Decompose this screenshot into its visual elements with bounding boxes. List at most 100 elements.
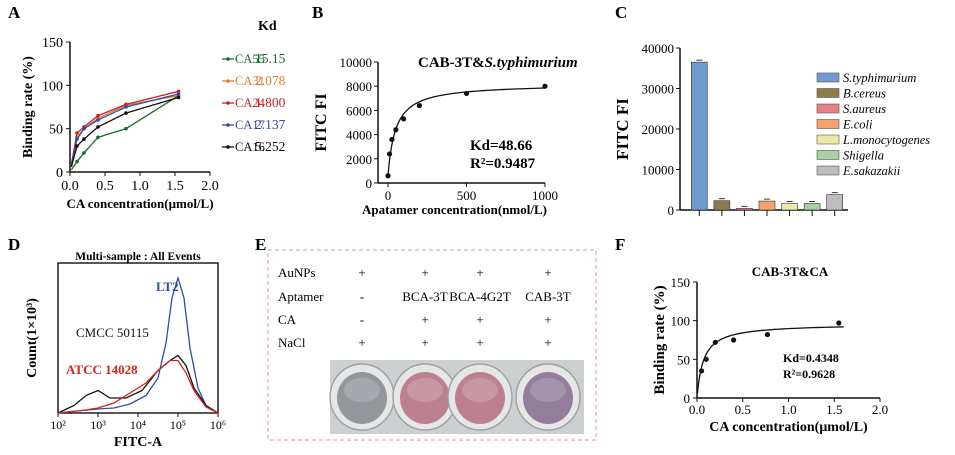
panel-label-f: F	[615, 235, 625, 254]
panel-label-e: E	[255, 235, 266, 254]
cell-value: +	[544, 335, 551, 350]
x-tick-label: 10⁶	[210, 418, 226, 432]
legend-title: Kd	[258, 19, 277, 34]
cell-value: +	[476, 312, 483, 327]
data-point	[75, 144, 79, 148]
panel-label-b: B	[312, 3, 323, 22]
histogram-line-lt2	[57, 275, 219, 414]
data-point	[176, 89, 181, 94]
cell-value: +	[358, 265, 365, 280]
legend-label: B.cereus	[843, 87, 886, 101]
data-point	[124, 126, 128, 131]
legend-kd-value: 15.15	[255, 51, 286, 66]
x-tick-label: 10²	[50, 418, 66, 432]
data-point	[703, 356, 709, 362]
y-tick-label: 40000	[642, 41, 675, 56]
well-solution	[523, 372, 573, 424]
legend-series-name: CA24	[235, 96, 266, 110]
data-point	[386, 151, 393, 157]
y-tick-label: 8000	[346, 79, 372, 94]
legend-kd-value: 1.800	[255, 95, 286, 110]
well-highlight	[344, 378, 380, 402]
bar-shigella	[803, 203, 821, 211]
data-point	[385, 173, 391, 179]
cell-value: -	[360, 289, 364, 304]
bar-lmonocytogenes	[781, 203, 798, 211]
x-tick-label: 1000	[532, 188, 558, 203]
legend-label: E.coli	[842, 118, 873, 132]
y-tick-label: 2000	[346, 152, 372, 167]
data-point	[75, 137, 79, 141]
cell-value: CAB-3T	[525, 289, 571, 304]
series-label-atcc: ATCC 14028	[66, 362, 138, 377]
panel-a: 0 50 100 150 0.0 0.5 1.0 1.5 2.0 CA concentration…	[21, 19, 286, 211]
y-tick-label: 0	[366, 176, 373, 191]
legend-label: S.aureus	[843, 102, 886, 116]
y-axis-label: FITC FI	[613, 98, 632, 160]
data-point	[416, 102, 422, 109]
legend-swatch	[816, 134, 840, 145]
panel-label-d: D	[8, 235, 20, 254]
y-axis-label: Count(1×10³)	[25, 298, 40, 378]
row-label: CA	[278, 312, 297, 327]
legend-label: E.sakazakii	[842, 164, 901, 178]
histogram-line-atcc-14028	[57, 359, 219, 414]
x-tick-label: 0.0	[689, 402, 705, 417]
y-axis-label: FITC FI	[313, 93, 330, 151]
legend-kd-value: 2.078	[255, 73, 286, 88]
data-point	[731, 337, 737, 343]
data-point	[124, 102, 128, 107]
cell-value: +	[476, 335, 483, 350]
data-point	[124, 111, 128, 115]
y-tick-label: 50	[49, 123, 63, 138]
panel-f: 0 50 100 150 0.0 0.5 1.0 1.5 2.0 CA concentration…	[652, 264, 888, 435]
well-solution	[400, 372, 450, 424]
kd-annotation: Kd=0.4348	[783, 351, 839, 365]
x-tick-label: 1.5	[166, 179, 184, 194]
legend-swatch	[816, 72, 840, 83]
data-point	[96, 118, 100, 122]
series-label-lt2: LT2	[156, 279, 179, 294]
fit-curve	[387, 87, 546, 176]
row-label: AuNPs	[278, 265, 316, 280]
data-point	[82, 126, 86, 131]
panel-c: 0 10000 20000 30000 40000 FITC FI S.typhimuriu…	[613, 41, 930, 218]
y-tick-label: 150	[42, 36, 63, 51]
legend-label: L.monocytogenes	[842, 133, 930, 147]
x-tick-label: 10⁵	[170, 418, 186, 432]
cell-value: +	[421, 265, 428, 280]
legend-marker	[226, 123, 230, 127]
y-axis-label: Binding rate (%)	[21, 56, 36, 158]
data-point	[698, 368, 705, 374]
row-label: NaCl	[278, 335, 306, 350]
legend-marker	[226, 145, 230, 149]
y-tick-label: 0	[56, 166, 63, 181]
legend-swatch	[816, 150, 840, 160]
cell-value: +	[544, 312, 551, 327]
x-tick-label: 1.0	[131, 179, 149, 194]
data-point	[712, 339, 718, 345]
well-highlight	[462, 378, 498, 402]
data-point	[836, 320, 842, 326]
bar-esakazakii	[826, 194, 844, 211]
cell-value: -	[360, 312, 364, 327]
cell-value: BCA-4G2T	[449, 289, 510, 304]
legend-swatch	[816, 103, 840, 114]
well-highlight	[407, 378, 443, 402]
r2-annotation: R²=0.9487	[470, 156, 536, 172]
chart-title-organism: S.typhimurium	[485, 55, 578, 71]
x-tick-label: 500	[457, 188, 477, 203]
panel-label-c: C	[615, 3, 627, 22]
data-point	[764, 331, 771, 338]
histogram-line-cmcc-50115	[57, 354, 219, 414]
legend-swatch	[816, 165, 840, 176]
data-point	[75, 131, 79, 135]
cell-value: +	[421, 335, 428, 350]
legend-series-name: CA17	[235, 118, 265, 132]
bar-styphimurium	[690, 61, 708, 211]
x-axis-label: Apatamer concentration(nmol/L)	[362, 202, 547, 217]
legend-series-name: CA55	[235, 52, 265, 66]
x-tick-label: 0.5	[96, 179, 114, 194]
r2-annotation: R²=0.9628	[783, 367, 835, 381]
